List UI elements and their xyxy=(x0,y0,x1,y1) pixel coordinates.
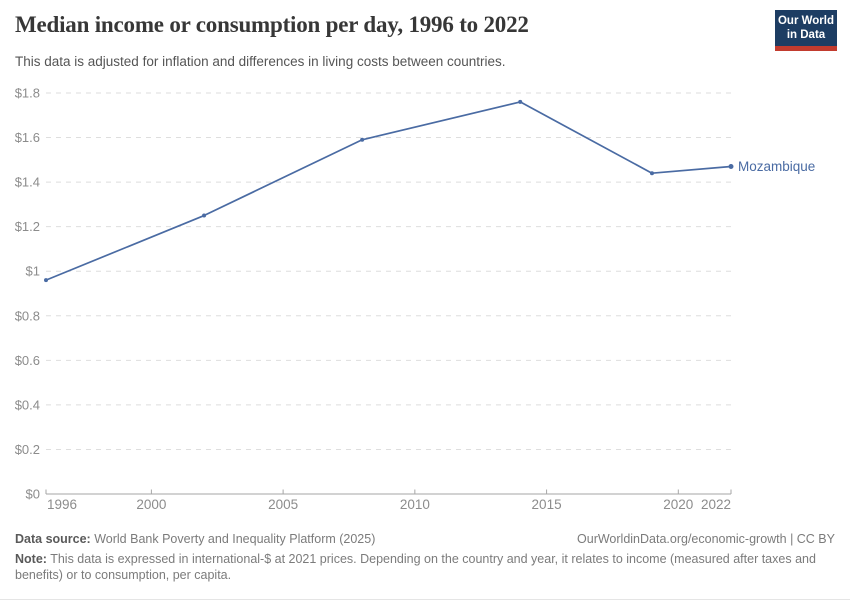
y-tick-label: $0.8 xyxy=(15,308,40,323)
series-line xyxy=(45,101,732,281)
data-source-label: Data source: xyxy=(15,532,91,546)
data-point xyxy=(44,278,48,283)
data-source-value: World Bank Poverty and Inequality Platfo… xyxy=(94,532,376,546)
x-tick-label: 2015 xyxy=(532,497,562,512)
logo-line-1: Our World xyxy=(777,15,834,27)
chart-area[interactable]: $0 $0.2 $0.4 $0.6 $0.8 $1 $1.2 $1.4 $1.6 $1.8 1996… xyxy=(0,80,850,520)
chart-subtitle: This data is adjusted for inflation and … xyxy=(15,54,506,69)
y-tick-label: $1.6 xyxy=(15,130,40,145)
data-point xyxy=(360,137,365,142)
data-point xyxy=(202,213,207,218)
logo-line-2: in Data xyxy=(786,28,826,41)
series-label[interactable]: Mozambique xyxy=(738,159,815,174)
y-tick-label: $0.2 xyxy=(15,442,40,457)
y-tick-label: $0.6 xyxy=(15,353,40,368)
note-label: Note: xyxy=(15,552,47,566)
x-tick-label: 1996 xyxy=(47,497,77,512)
owid-logo[interactable]: Our World in Data xyxy=(775,10,837,51)
y-tick-label: $0.4 xyxy=(15,397,40,412)
y-tick-label: $1.4 xyxy=(15,175,40,190)
y-tick-label: $0 xyxy=(26,487,40,502)
data-source: Data source: World Bank Poverty and Ineq… xyxy=(15,532,375,546)
x-tick-label: 2020 xyxy=(663,497,693,512)
note-value: This data is expressed in international-… xyxy=(15,552,816,582)
y-tick-label: $1 xyxy=(26,264,40,279)
data-point xyxy=(518,99,523,104)
y-tick-label: $1.2 xyxy=(15,219,40,234)
page-title: Median income or consumption per day, 19… xyxy=(15,12,529,37)
x-tick-label: 2000 xyxy=(136,497,166,512)
chart-footer: Data source: World Bank Poverty and Ineq… xyxy=(15,532,835,583)
data-point xyxy=(728,164,734,170)
chart-note: Note: This data is expressed in internat… xyxy=(15,551,835,583)
x-tick-label: 2010 xyxy=(400,497,430,512)
x-tick-label: 2022 xyxy=(701,497,731,512)
x-tick-label: 2005 xyxy=(268,497,298,512)
data-point xyxy=(649,171,654,176)
footer-link[interactable]: OurWorldinData.org/economic-growth | CC … xyxy=(577,532,835,546)
y-tick-label: $1.8 xyxy=(15,86,40,101)
